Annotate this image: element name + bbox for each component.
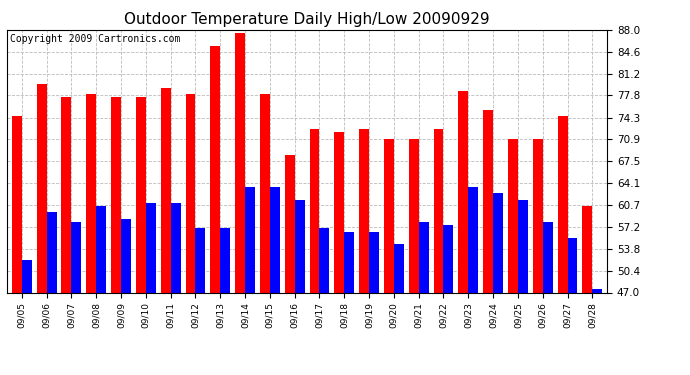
Bar: [210, 46, 220, 375]
Bar: [220, 228, 230, 375]
Bar: [433, 129, 444, 375]
Bar: [310, 129, 319, 375]
Bar: [270, 187, 279, 375]
Bar: [469, 187, 478, 375]
Bar: [61, 97, 71, 375]
Bar: [483, 110, 493, 375]
Bar: [121, 219, 131, 375]
Bar: [170, 203, 181, 375]
Bar: [71, 222, 81, 375]
Bar: [394, 244, 404, 375]
Bar: [37, 84, 47, 375]
Bar: [12, 116, 22, 375]
Bar: [47, 213, 57, 375]
Bar: [146, 203, 156, 375]
Bar: [518, 200, 528, 375]
Bar: [533, 139, 543, 375]
Bar: [86, 94, 96, 375]
Bar: [344, 232, 354, 375]
Bar: [493, 193, 503, 375]
Bar: [408, 139, 419, 375]
Bar: [458, 91, 469, 375]
Bar: [592, 289, 602, 375]
Bar: [558, 116, 567, 375]
Bar: [285, 155, 295, 375]
Bar: [161, 88, 170, 375]
Title: Outdoor Temperature Daily High/Low 20090929: Outdoor Temperature Daily High/Low 20090…: [124, 12, 490, 27]
Bar: [359, 129, 369, 375]
Bar: [96, 206, 106, 375]
Bar: [111, 97, 121, 375]
Text: Copyright 2009 Cartronics.com: Copyright 2009 Cartronics.com: [10, 34, 180, 44]
Bar: [335, 132, 344, 375]
Bar: [319, 228, 329, 375]
Bar: [235, 33, 245, 375]
Bar: [369, 232, 379, 375]
Bar: [384, 139, 394, 375]
Bar: [419, 222, 428, 375]
Bar: [444, 225, 453, 375]
Bar: [186, 94, 195, 375]
Bar: [508, 139, 518, 375]
Bar: [295, 200, 304, 375]
Bar: [543, 222, 553, 375]
Bar: [22, 261, 32, 375]
Bar: [136, 97, 146, 375]
Bar: [195, 228, 206, 375]
Bar: [567, 238, 578, 375]
Bar: [582, 206, 592, 375]
Bar: [245, 187, 255, 375]
Bar: [260, 94, 270, 375]
